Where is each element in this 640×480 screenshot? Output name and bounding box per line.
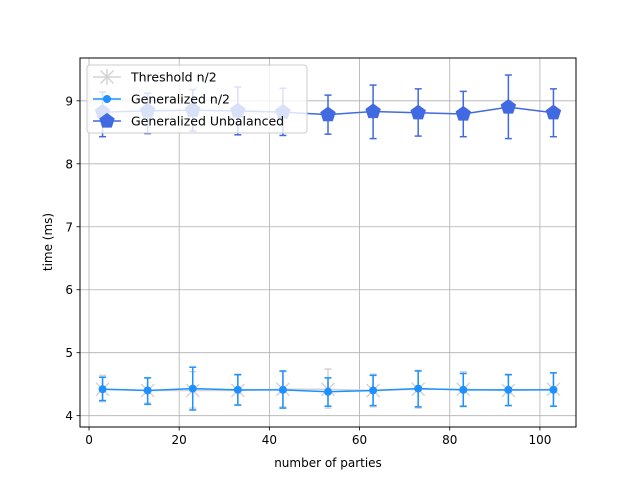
series-1 (98, 366, 558, 411)
plot-frame (79, 57, 577, 428)
data-point (369, 386, 378, 395)
y-tick-label: 4 (65, 409, 73, 423)
data-point (233, 385, 242, 394)
x-tick-label: 40 (262, 433, 277, 447)
y-tick-label: 5 (65, 346, 73, 360)
x-tick-label: 0 (85, 433, 93, 447)
legend-swatch-marker (103, 95, 111, 103)
data-point (410, 104, 426, 120)
data-point (545, 104, 562, 120)
y-tick-label: 8 (65, 157, 73, 171)
data-point (188, 384, 197, 393)
y-tick-label: 6 (65, 283, 73, 297)
data-point (365, 103, 381, 119)
legend-label: Threshold n/2 (130, 70, 217, 85)
data-point (459, 385, 468, 394)
y-tick-label: 7 (65, 220, 73, 234)
x-tick-label: 60 (352, 433, 367, 447)
legend-label: Generalized Unbalanced (131, 114, 284, 129)
y-tick-label: 9 (65, 94, 73, 108)
legend-box (86, 64, 308, 134)
data-point (98, 385, 107, 394)
data-point (278, 385, 287, 394)
legend: Threshold n/2 Generalized n/2 Generalized … (86, 64, 308, 134)
x-tick-label: 20 (172, 433, 187, 447)
data-point (324, 387, 332, 396)
data-point (500, 99, 517, 114)
data-point (549, 385, 558, 394)
x-tick-label: 80 (442, 433, 457, 447)
x-tick-label: 100 (528, 433, 551, 447)
legend-swatch-marker (99, 112, 115, 128)
y-axis-label: time (ms) (41, 213, 55, 271)
data-point (143, 386, 152, 395)
data-point (414, 384, 423, 393)
data-point (504, 385, 513, 394)
x-axis-label: number of parties (274, 456, 382, 470)
data-point (320, 106, 336, 122)
axes: 0 20 40 60 80 100 4 5 6 7 8 9 (65, 94, 551, 447)
legend-label: Generalized n/2 (131, 92, 230, 107)
legend-swatch-marker (99, 69, 115, 85)
data-point (455, 105, 471, 121)
